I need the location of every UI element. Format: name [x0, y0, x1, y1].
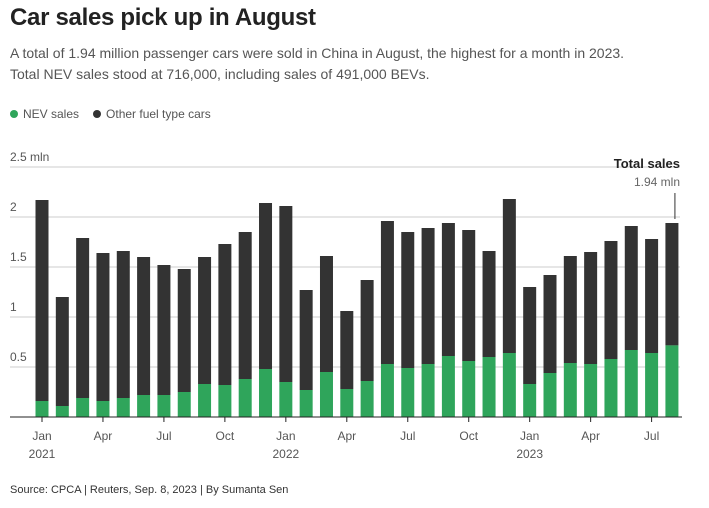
- bar-other-fuel: [218, 244, 232, 385]
- bar-other-fuel: [360, 280, 374, 381]
- bar-other-fuel: [177, 269, 191, 392]
- bar-nev: [604, 359, 618, 417]
- legend-label-nev: NEV sales: [23, 107, 80, 121]
- bar-nev: [137, 395, 151, 417]
- bar-other-fuel: [441, 223, 455, 356]
- bar-other-fuel: [604, 241, 618, 359]
- chart-title: Car sales pick up in August: [10, 4, 316, 31]
- bar-other-fuel: [238, 232, 252, 379]
- bar-other-fuel: [116, 251, 130, 398]
- bar-nev: [116, 398, 130, 417]
- y-tick-label: 2: [10, 200, 17, 214]
- legend: NEV sales Other fuel type cars: [10, 107, 211, 121]
- bar-nev: [279, 382, 293, 417]
- bar-nev: [421, 364, 435, 417]
- bar-other-fuel: [502, 199, 516, 353]
- x-tick-label: Jan: [32, 429, 51, 443]
- bar-other-fuel: [380, 221, 394, 364]
- bar-other-fuel: [482, 251, 496, 357]
- bar-nev: [482, 357, 496, 417]
- subtitle-line-2: Total NEV sales stood at 716,000, includ…: [10, 66, 430, 82]
- source-note: Source: CPCA | Reuters, Sep. 8, 2023 | B…: [10, 484, 289, 496]
- bar-nev: [563, 363, 577, 417]
- bar-other-fuel: [645, 239, 659, 353]
- bar-nev: [35, 401, 49, 417]
- subtitle-line-1: A total of 1.94 million passenger cars w…: [10, 45, 625, 61]
- bar-nev: [645, 353, 659, 417]
- bar-other-fuel: [157, 265, 171, 395]
- legend-swatch-other: [93, 110, 102, 118]
- bar-other-fuel: [55, 297, 69, 406]
- bar-other-fuel: [665, 223, 679, 346]
- bar-other-fuel: [462, 230, 476, 361]
- annotation-title: Total sales: [614, 156, 680, 171]
- x-tick-label: Oct: [459, 429, 478, 443]
- bar-nev: [299, 390, 313, 417]
- bar-other-fuel: [319, 256, 333, 372]
- x-tick-label: Jul: [156, 429, 171, 443]
- y-tick-label: 1: [10, 300, 17, 314]
- bar-nev: [462, 361, 476, 417]
- bar-nev: [584, 364, 598, 417]
- bar-nev: [76, 398, 90, 417]
- bar-other-fuel: [76, 238, 90, 398]
- x-tick-year: 2022: [272, 447, 299, 461]
- bar-other-fuel: [584, 252, 598, 364]
- x-tick-year: 2021: [29, 447, 56, 461]
- bar-other-fuel: [198, 257, 212, 384]
- bar-nev: [157, 395, 171, 417]
- bar-nev: [401, 368, 415, 417]
- y-tick-label: 1.5: [10, 250, 27, 264]
- legend-item-other: Other fuel type cars: [93, 107, 211, 121]
- bar-other-fuel: [35, 200, 49, 401]
- bar-other-fuel: [624, 226, 638, 350]
- bar-nev: [218, 385, 232, 417]
- bar-nev: [96, 401, 110, 417]
- x-tick-label: Jul: [400, 429, 415, 443]
- bar-nev: [177, 392, 191, 417]
- bar-other-fuel: [299, 290, 313, 390]
- x-tick-year: 2023: [516, 447, 543, 461]
- bar-other-fuel: [523, 287, 537, 384]
- bar-nev: [319, 372, 333, 417]
- bar-other-fuel: [563, 256, 577, 363]
- legend-item-nev: NEV sales: [10, 107, 79, 121]
- x-tick-label: Apr: [94, 429, 113, 443]
- x-tick-label: Jan: [276, 429, 295, 443]
- bar-nev: [502, 353, 516, 417]
- bar-other-fuel: [279, 206, 293, 382]
- bar-nev: [543, 373, 557, 417]
- x-tick-label: Oct: [216, 429, 235, 443]
- bar-nev: [665, 345, 679, 417]
- bar-other-fuel: [137, 257, 151, 395]
- x-tick-label: Apr: [581, 429, 600, 443]
- bar-nev: [360, 381, 374, 417]
- bar-nev: [624, 350, 638, 417]
- bar-nev: [238, 379, 252, 417]
- bar-other-fuel: [96, 253, 110, 401]
- bar-nev: [259, 369, 273, 417]
- bar-nev: [55, 406, 69, 417]
- y-tick-label: 2.5 mln: [10, 150, 49, 164]
- bar-other-fuel: [543, 275, 557, 373]
- legend-swatch-nev: [10, 110, 18, 118]
- bar-nev: [340, 389, 354, 417]
- x-tick-label: Jul: [644, 429, 659, 443]
- legend-label-other: Other fuel type cars: [106, 107, 211, 121]
- y-tick-label: 0.5: [10, 350, 27, 364]
- bar-other-fuel: [421, 228, 435, 364]
- bar-nev: [523, 384, 537, 417]
- bar-nev: [198, 384, 212, 417]
- bar-other-fuel: [401, 232, 415, 368]
- x-tick-label: Jan: [520, 429, 539, 443]
- x-tick-label: Apr: [337, 429, 356, 443]
- bar-other-fuel: [340, 311, 354, 389]
- bar-nev: [380, 364, 394, 417]
- annotation-value: 1.94 mln: [634, 175, 680, 189]
- bar-nev: [441, 356, 455, 417]
- bar-other-fuel: [259, 203, 273, 369]
